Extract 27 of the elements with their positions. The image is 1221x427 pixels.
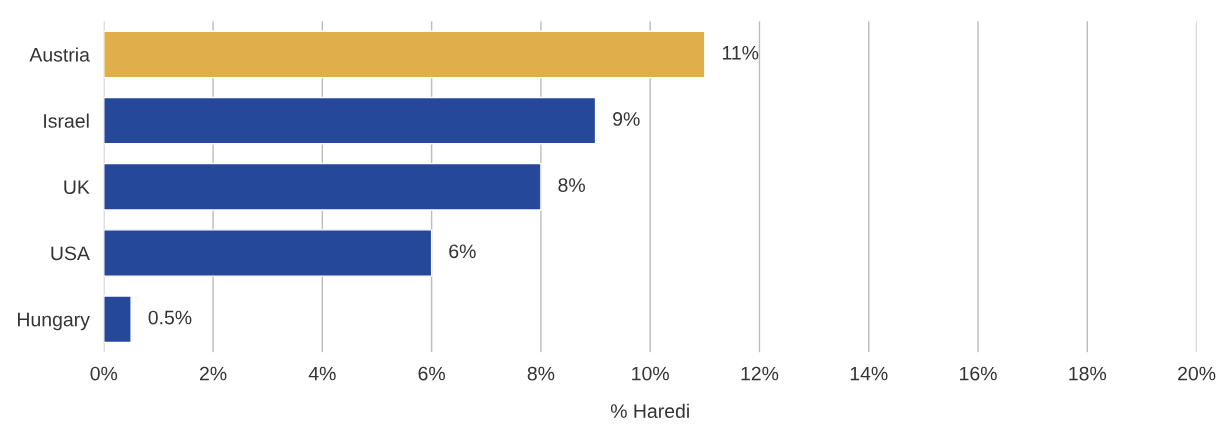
x-axis-title: % Haredi [610, 403, 689, 419]
y-tick-label: USA [51, 246, 90, 261]
x-tick-label: 0% [90, 366, 118, 381]
x-tick-label: 2% [199, 366, 227, 381]
x-tick-label: 10% [632, 366, 669, 381]
y-tick-label: Israel [44, 113, 89, 128]
data-label: 9% [613, 112, 640, 126]
x-tick-label: 8% [527, 366, 555, 381]
bar [103, 30, 706, 79]
x-tick-label: 20% [1178, 366, 1216, 381]
data-label: 0.5% [148, 310, 192, 325]
data-label: 11% [722, 45, 759, 60]
y-tick-label: Hungary [18, 312, 90, 331]
bar [103, 229, 433, 277]
x-tick-label: 12% [741, 366, 779, 381]
y-tick-label: Austria [29, 47, 90, 62]
bar [103, 295, 132, 344]
x-tick-label: 4% [308, 366, 336, 381]
x-tick-label: 14% [850, 366, 888, 381]
data-label: 8% [558, 178, 585, 193]
bar [103, 162, 542, 211]
y-tick-label: UK [64, 180, 90, 195]
x-tick-label: 6% [418, 366, 445, 381]
bar [103, 96, 597, 145]
x-tick-label: 18% [1069, 366, 1107, 381]
x-tick-label: 16% [960, 366, 997, 381]
data-label: 6% [449, 244, 476, 259]
